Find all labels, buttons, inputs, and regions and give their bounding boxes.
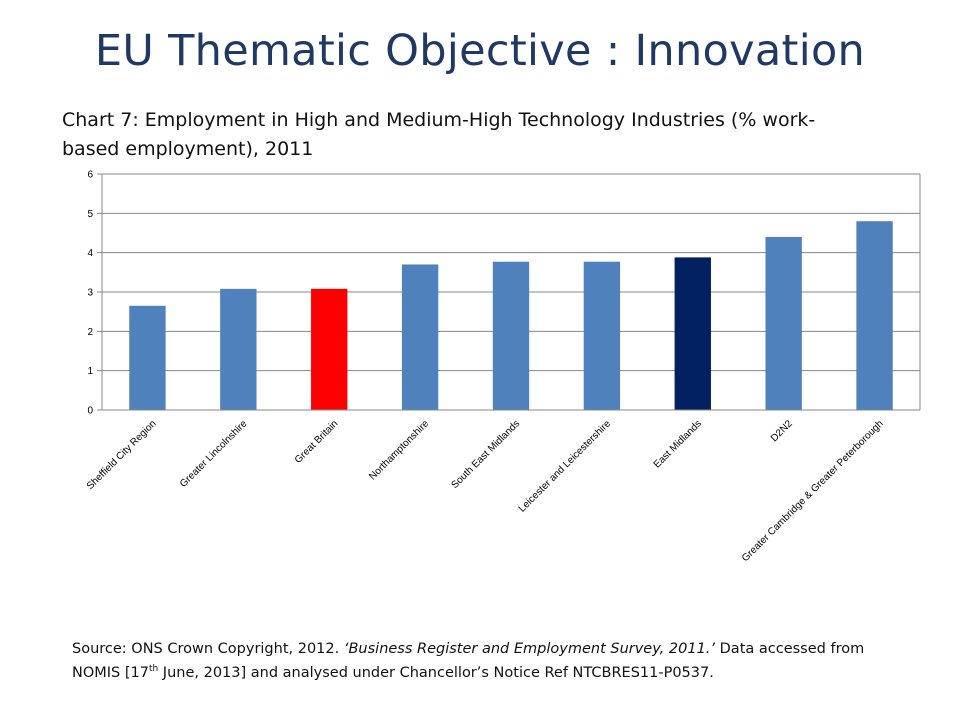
y-tick-label: 6: [87, 170, 93, 181]
x-tick-label: Greater Lincolnshire: [178, 418, 250, 490]
bar-6: [674, 257, 711, 410]
y-tick-label: 4: [87, 248, 93, 259]
y-tick-label: 0: [87, 406, 93, 417]
chart-title: Chart 7: Employment in High and Medium-H…: [62, 109, 816, 160]
y-tick-label: 3: [87, 288, 93, 299]
bar-4: [492, 261, 530, 410]
bar-3: [401, 264, 439, 410]
x-tick-label: East Midlands: [652, 418, 704, 470]
axes: [97, 173, 921, 411]
x-tick-label: Sheffield City Region: [85, 418, 159, 492]
bar-chart: 0 1 2 3 4 5 6 Sheffield City Region Greater Lin…: [85, 170, 921, 564]
slide-title: EU Thematic Objective : Innovation: [94, 26, 866, 76]
bar-0: [129, 305, 166, 410]
source-superscript: th: [148, 664, 159, 675]
source-note: Source: ONS Crown Copyright, 2012. ‘Busi…: [72, 637, 892, 685]
x-tick-label: Great Britain: [293, 418, 340, 465]
x-tick-label: Greater Cambridge & Greater Peterborough: [740, 418, 886, 564]
x-tick-label: Northamptonshire: [367, 418, 431, 482]
bar-7: [765, 236, 802, 410]
x-tick-label: D2N2: [769, 418, 795, 444]
source-middle: Data accessed from NOMIS [17: [72, 641, 865, 681]
x-tick-label: Leicester and Leicestershire: [517, 418, 614, 515]
bars: [129, 221, 893, 410]
bar-1: [220, 288, 257, 410]
y-tick-label: 2: [87, 327, 93, 338]
bar-8: [856, 221, 893, 410]
source-prefix: Source: ONS Crown Copyright, 2012.: [72, 641, 344, 657]
y-tick-label: 5: [87, 209, 93, 220]
y-tick-label: 1: [87, 366, 93, 377]
source-survey: ‘Business Register and Employment Survey…: [343, 641, 716, 657]
source-suffix: June, 2013] and analysed under Chancello…: [158, 665, 714, 681]
y-tick-labels: 0 1 2 3 4 5 6: [87, 170, 93, 417]
x-tick-label: South East Midlands: [449, 418, 522, 491]
bar-2: [311, 288, 348, 410]
x-tick-labels: Sheffield City Region Greater Lincolnshir…: [85, 418, 886, 564]
bar-5: [583, 261, 621, 410]
